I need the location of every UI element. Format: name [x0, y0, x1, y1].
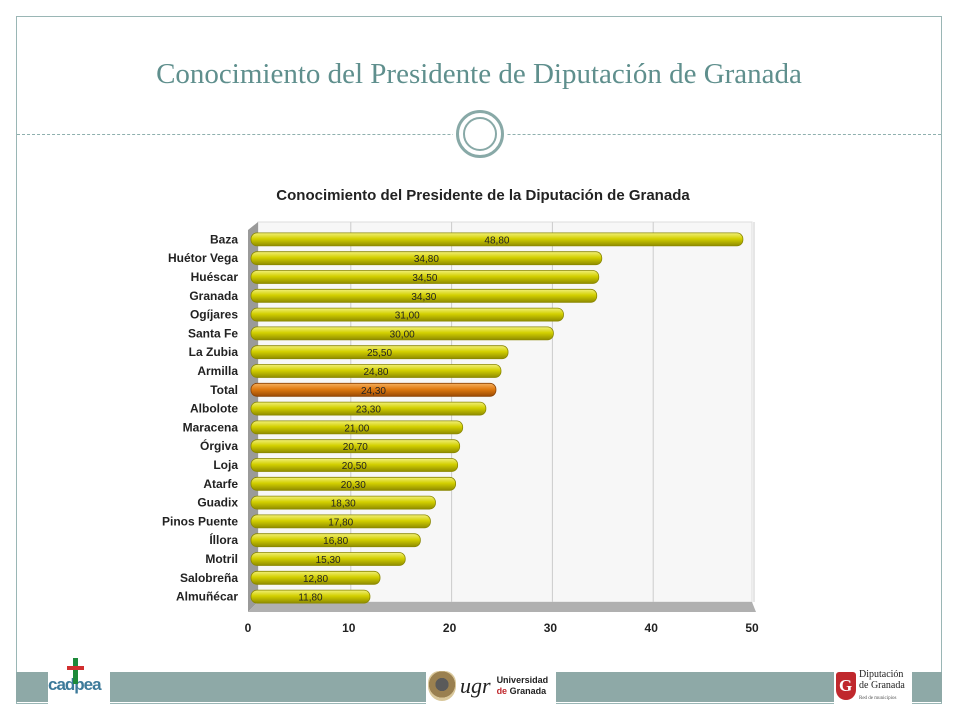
diputacion-logo-line2: de Granada	[859, 679, 905, 691]
bar	[250, 345, 509, 360]
ugr-logo: ugr Universidad de Granada	[426, 668, 556, 704]
category-label: Maracena	[183, 420, 239, 434]
data-label: 12,80	[303, 574, 328, 585]
data-label: 21,00	[344, 423, 369, 434]
data-label: 23,30	[356, 405, 381, 416]
bar	[250, 364, 502, 378]
cadpea-logo: cadpea	[48, 658, 110, 704]
category-label: Almuñécar	[176, 590, 238, 604]
bar	[250, 401, 487, 416]
data-label: 20,50	[342, 461, 367, 472]
x-tick-label: 10	[342, 621, 356, 635]
plot-floor	[248, 602, 756, 612]
category-label: La Zubia	[189, 345, 239, 359]
data-label: 18,30	[331, 499, 356, 510]
x-tick-label: 40	[645, 621, 659, 635]
category-label: Granada	[189, 289, 238, 303]
bar	[250, 382, 497, 397]
data-label: 20,30	[341, 480, 366, 491]
bar	[250, 232, 744, 247]
bar	[250, 458, 459, 472]
category-label: Salobreña	[180, 571, 238, 585]
bar	[250, 439, 461, 454]
data-label: 31,00	[395, 311, 420, 322]
x-tick-label: 50	[745, 621, 759, 635]
category-label: Santa Fe	[188, 326, 238, 340]
data-label: 25,50	[367, 348, 392, 359]
bar	[250, 570, 381, 585]
ugr-crest-icon	[428, 671, 456, 701]
bar	[250, 288, 598, 303]
slide-title: Conocimiento del Presidente de Diputació…	[156, 58, 802, 90]
category-label: Baza	[210, 232, 238, 246]
data-label: 34,80	[414, 254, 439, 265]
data-label: 11,80	[298, 593, 323, 604]
bar	[250, 420, 464, 435]
bar	[250, 326, 554, 341]
category-label: Huétor Vega	[168, 251, 238, 265]
diputacion-logo: Diputación de Granada Red de municipios	[834, 666, 912, 706]
bar	[250, 251, 603, 266]
chart-title: Conocimiento del Presidente de la Diputa…	[276, 187, 690, 204]
cadpea-logo-text: cadpea	[48, 675, 102, 694]
category-label: Íllora	[209, 532, 238, 547]
diputacion-logo-name: Diputación de Granada Red de municipios	[859, 669, 905, 704]
category-label: Albolote	[190, 402, 238, 416]
data-label: 20,70	[343, 442, 368, 453]
data-label: 17,80	[328, 517, 353, 528]
bar	[250, 514, 431, 529]
category-label: Órgiva	[200, 438, 238, 453]
bar	[250, 552, 406, 566]
ugr-logo-mark: ugr	[460, 673, 491, 698]
data-label: 34,50	[412, 273, 437, 284]
bar	[250, 270, 600, 284]
category-label: Motril	[205, 552, 238, 566]
x-tick-label: 0	[245, 621, 252, 635]
diputacion-logo-sub: Red de municipios	[859, 695, 897, 701]
bar	[250, 307, 564, 322]
category-label: Ogíjares	[190, 308, 238, 322]
ugr-logo-line2-a: de	[496, 686, 508, 696]
category-label: Total	[210, 383, 238, 397]
category-label: Atarfe	[203, 477, 238, 491]
ugr-logo-name: Universidad de Granada	[497, 675, 549, 697]
cadpea-cross-icon	[67, 658, 84, 684]
data-label: 34,30	[411, 292, 436, 303]
data-label: 48,80	[484, 235, 509, 246]
bar	[250, 533, 421, 548]
bar	[250, 589, 371, 604]
x-tick-label: 30	[544, 621, 558, 635]
bar	[250, 476, 457, 491]
bar	[250, 495, 436, 510]
category-label: Armilla	[197, 364, 238, 378]
category-label: Huéscar	[191, 270, 239, 284]
data-label: 24,30	[361, 386, 386, 397]
data-label: 16,80	[323, 536, 348, 547]
x-tick-label: 20	[443, 621, 457, 635]
data-label: 24,80	[363, 367, 388, 378]
diputacion-shield-icon	[836, 672, 856, 700]
category-label: Pinos Puente	[162, 514, 238, 528]
ugr-logo-line2-b: Granada	[509, 686, 547, 696]
data-label: 15,30	[316, 555, 341, 566]
title-ring-ornament	[456, 110, 504, 158]
category-label: Guadix	[197, 496, 238, 510]
ugr-logo-line1: Universidad	[496, 675, 549, 685]
data-label: 30,00	[390, 329, 415, 340]
category-label: Loja	[213, 458, 238, 472]
diputacion-logo-line1: Diputación	[859, 668, 904, 680]
